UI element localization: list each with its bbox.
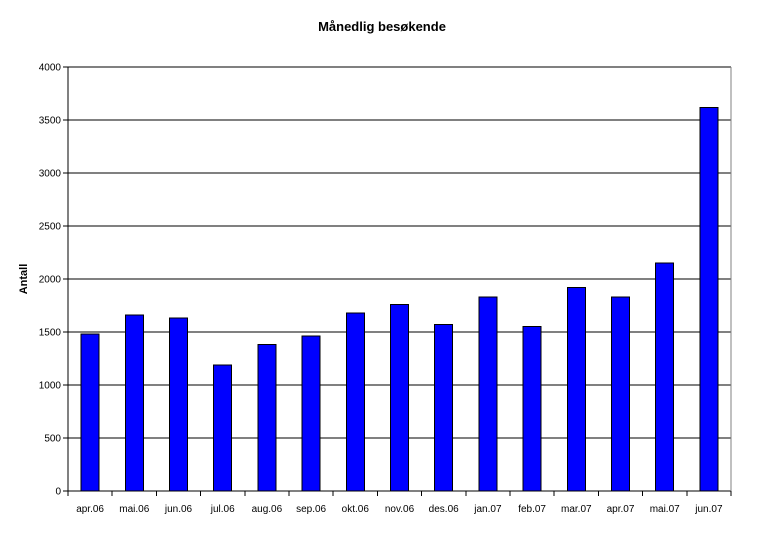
x-tick-label: apr.06: [76, 504, 104, 515]
y-tick-label: 1000: [39, 381, 62, 392]
y-tick-label: 0: [55, 487, 61, 498]
bar: [478, 296, 498, 492]
bar: [566, 286, 586, 492]
y-tick-label: 2500: [39, 222, 62, 233]
x-tick-label: des.06: [429, 504, 459, 515]
x-tick-label: apr.07: [607, 504, 635, 515]
axes: [67, 67, 732, 492]
bar: [345, 312, 365, 492]
y-tick-label: 3000: [39, 169, 62, 180]
x-tick-label: jun.07: [694, 504, 723, 515]
x-tick-label: mar.07: [561, 504, 592, 515]
bar: [213, 364, 233, 492]
bars: [80, 106, 719, 492]
x-tick-label: aug.06: [252, 504, 283, 515]
y-tick-label: 3500: [39, 116, 62, 127]
x-tick-labels: apr.06 mai.06 jun.06 jul.06 aug.06 sep.06 okt.…: [67, 491, 732, 515]
y-tick-label: 2000: [39, 275, 62, 286]
x-tick-label: mai.07: [650, 504, 680, 515]
bar: [124, 314, 144, 492]
x-tick-label: feb.07: [518, 504, 546, 515]
y-tick-labels: 0 500 1000 1500 2000 2500 3000 3500 4000: [39, 63, 68, 498]
bar: [390, 303, 409, 492]
bar: [699, 106, 719, 492]
x-tick-label: okt.06: [342, 504, 370, 515]
bar: [522, 326, 542, 492]
bar: [655, 262, 675, 492]
x-tick-label: mai.06: [119, 504, 149, 515]
y-axis-label: Antall: [18, 264, 30, 295]
y-tick-label: 1500: [39, 328, 62, 339]
x-tick-label: nov.06: [385, 504, 415, 515]
bar: [257, 344, 277, 492]
bar: [611, 296, 630, 492]
x-tick-label: sep.06: [296, 504, 326, 515]
bar: [169, 317, 188, 492]
x-tick-label: jun.06: [164, 504, 193, 515]
bar: [80, 333, 100, 492]
x-tick-label: jan.07: [473, 504, 502, 515]
bar: [301, 335, 321, 492]
bar: [434, 324, 454, 492]
chart-title: Månedlig besøkende: [318, 19, 446, 34]
y-tick-label: 4000: [39, 63, 62, 74]
y-tick-label: 500: [44, 434, 61, 445]
x-tick-label: jul.06: [210, 504, 235, 515]
